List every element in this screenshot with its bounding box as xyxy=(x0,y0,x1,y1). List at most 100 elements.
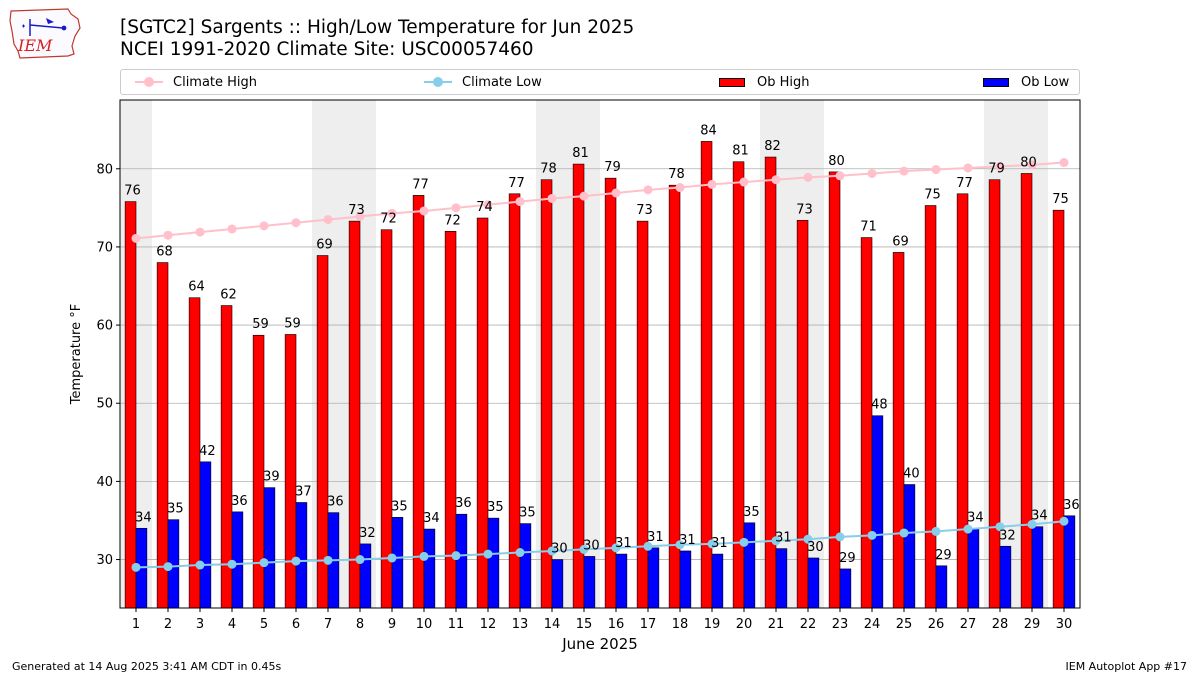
x-tick-label-18: 18 xyxy=(672,617,689,632)
ob-low-bar-day-30 xyxy=(1063,515,1076,609)
climate-high-point-day-2 xyxy=(163,230,173,240)
ob-low-label-day-12: 35 xyxy=(487,500,504,515)
y-tick-label-40: 40 xyxy=(96,475,113,490)
x-tick-label-14: 14 xyxy=(544,617,561,632)
x-tick-label-15: 15 xyxy=(576,617,593,632)
climate-high-point-day-8 xyxy=(355,211,365,221)
x-tick-label-25: 25 xyxy=(896,617,913,632)
x-tick-label-11: 11 xyxy=(448,617,465,632)
climate-low-point-day-20 xyxy=(739,537,749,547)
ob-low-bar-day-4 xyxy=(231,511,244,609)
ob-low-label-day-17: 31 xyxy=(647,530,664,545)
ob-high-label-day-19: 84 xyxy=(700,123,717,138)
ob-high-bar-day-25 xyxy=(892,252,905,609)
ob-low-label-day-9: 35 xyxy=(391,499,408,514)
x-tick-label-23: 23 xyxy=(832,617,849,632)
ob-low-label-day-23: 29 xyxy=(839,551,856,566)
ob-high-bar-day-9 xyxy=(380,229,393,609)
ob-high-bar-day-1 xyxy=(124,201,137,609)
ob-high-bar-day-30 xyxy=(1052,209,1065,609)
legend-swatch-climate-high xyxy=(135,77,163,87)
ob-low-label-day-8: 32 xyxy=(359,526,376,541)
climate-high-point-day-25 xyxy=(899,166,909,176)
ob-low-label-day-26: 29 xyxy=(935,548,952,563)
x-tick-label-26: 26 xyxy=(928,617,945,632)
x-tick-label-24: 24 xyxy=(864,617,881,632)
climate-high-line xyxy=(135,161,1065,240)
legend-swatch-ob-high xyxy=(719,77,745,87)
ob-high-label-day-6: 59 xyxy=(284,316,301,331)
ob-low-bar-day-6 xyxy=(295,502,308,609)
x-tick-label-29: 29 xyxy=(1024,617,1041,632)
climate-high-point-day-12 xyxy=(483,200,493,210)
ob-low-bar-day-17 xyxy=(647,547,660,609)
x-tick-label-19: 19 xyxy=(704,617,721,632)
climate-low-point-day-18 xyxy=(675,540,685,550)
climate-high-point-day-16 xyxy=(611,188,621,198)
legend-item-climate-low: Climate Low xyxy=(424,70,542,94)
x-tick-label-5: 5 xyxy=(260,617,268,632)
ob-low-bar-day-13 xyxy=(519,523,532,609)
ob-high-label-day-14: 78 xyxy=(540,162,557,177)
x-tick-label-12: 12 xyxy=(480,617,497,632)
ob-low-label-day-11: 36 xyxy=(455,496,472,511)
ob-high-label-day-20: 81 xyxy=(732,144,749,159)
ob-high-bar-day-13 xyxy=(508,193,521,609)
ob-high-bar-day-6 xyxy=(284,334,297,609)
climate-high-point-day-14 xyxy=(547,193,557,203)
climate-low-point-day-13 xyxy=(515,548,525,558)
climate-low-point-day-30 xyxy=(1059,516,1069,526)
climate-low-point-day-12 xyxy=(483,549,493,559)
x-tick-label-9: 9 xyxy=(388,617,396,632)
ob-low-bar-day-16 xyxy=(615,553,628,609)
ob-high-label-day-29: 80 xyxy=(1020,155,1037,170)
ob-low-label-day-5: 39 xyxy=(263,470,280,485)
ob-high-label-day-22: 73 xyxy=(796,202,813,217)
ob-low-label-day-4: 36 xyxy=(231,494,248,509)
climate-high-point-day-20 xyxy=(739,177,749,187)
ob-high-label-day-17: 73 xyxy=(636,203,653,218)
climate-low-point-day-21 xyxy=(771,536,781,546)
y-tick-label-80: 80 xyxy=(96,162,113,177)
chart-legend: Climate High Climate Low Ob High Ob Low xyxy=(120,69,1080,95)
climate-high-point-day-28 xyxy=(995,161,1005,171)
climate-high-point-day-3 xyxy=(195,227,205,237)
ob-low-label-day-13: 35 xyxy=(519,506,536,521)
x-tick-label-16: 16 xyxy=(608,617,625,632)
climate-high-point-day-19 xyxy=(707,179,717,189)
ob-low-bar-day-21 xyxy=(775,548,788,609)
legend-label-ob-high: Ob High xyxy=(757,74,810,90)
ob-low-label-day-10: 34 xyxy=(423,511,440,526)
climate-high-point-day-11 xyxy=(451,203,461,213)
climate-low-point-day-28 xyxy=(995,522,1005,532)
climate-low-point-day-3 xyxy=(195,560,205,570)
y-tick-label-30: 30 xyxy=(96,553,113,568)
ob-low-label-day-19: 31 xyxy=(711,536,728,551)
ob-low-bar-day-26 xyxy=(935,565,948,609)
climate-high-point-day-4 xyxy=(227,224,237,234)
ob-high-bar-day-7 xyxy=(316,255,329,609)
ob-low-bar-day-18 xyxy=(679,550,692,609)
ob-high-bar-day-2 xyxy=(156,262,169,609)
climate-high-point-day-17 xyxy=(643,185,653,195)
ob-high-bar-day-23 xyxy=(828,171,841,609)
x-tick-label-10: 10 xyxy=(416,617,433,632)
ob-low-bar-day-25 xyxy=(903,484,916,609)
climate-low-point-day-7 xyxy=(323,555,333,565)
ob-high-label-day-21: 82 xyxy=(764,139,781,154)
legend-item-climate-high: Climate High xyxy=(135,70,257,94)
ob-low-label-day-29: 34 xyxy=(1031,509,1048,524)
climate-high-point-day-5 xyxy=(259,221,269,231)
ob-high-bar-day-12 xyxy=(476,217,489,609)
ob-low-bar-day-20 xyxy=(743,522,756,609)
legend-label-climate-low: Climate Low xyxy=(462,74,542,90)
x-tick-label-8: 8 xyxy=(356,617,364,632)
climate-high-point-day-26 xyxy=(931,165,941,175)
climate-low-point-day-10 xyxy=(419,551,429,561)
ob-high-label-day-18: 78 xyxy=(668,167,685,182)
climate-high-point-day-23 xyxy=(835,171,845,181)
climate-low-point-day-29 xyxy=(1027,519,1037,529)
ob-low-bar-day-29 xyxy=(1031,526,1044,609)
ob-low-bar-day-27 xyxy=(967,527,980,609)
y-axis-label: Temperature °F xyxy=(69,304,84,405)
